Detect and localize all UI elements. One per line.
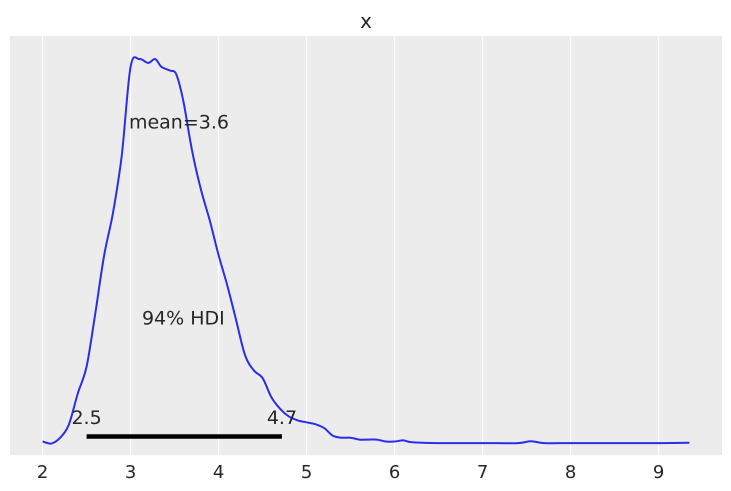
- grid-lines: [41, 36, 660, 455]
- x-tick-label: 2: [37, 462, 48, 483]
- x-tick-label: 7: [477, 462, 488, 483]
- mean-annotation: mean=3.6: [129, 111, 229, 133]
- x-tick-label: 6: [389, 462, 400, 483]
- x-tick-label: 8: [565, 462, 576, 483]
- hdi-low-label: 2.5: [71, 407, 101, 429]
- chart-title: x: [360, 9, 372, 33]
- hdi-high-label: 4.7: [267, 407, 297, 429]
- x-tick-labels: 2 3 4 5 6 7 8 9: [37, 462, 665, 483]
- x-tick-label: 3: [125, 462, 136, 483]
- plot-area: [10, 36, 722, 455]
- density-curve: [42, 56, 690, 445]
- x-tick-label: 9: [653, 462, 664, 483]
- x-tick-label: 5: [301, 462, 312, 483]
- x-tick-label: 4: [213, 462, 224, 483]
- hdi-label: 94% HDI: [142, 307, 225, 329]
